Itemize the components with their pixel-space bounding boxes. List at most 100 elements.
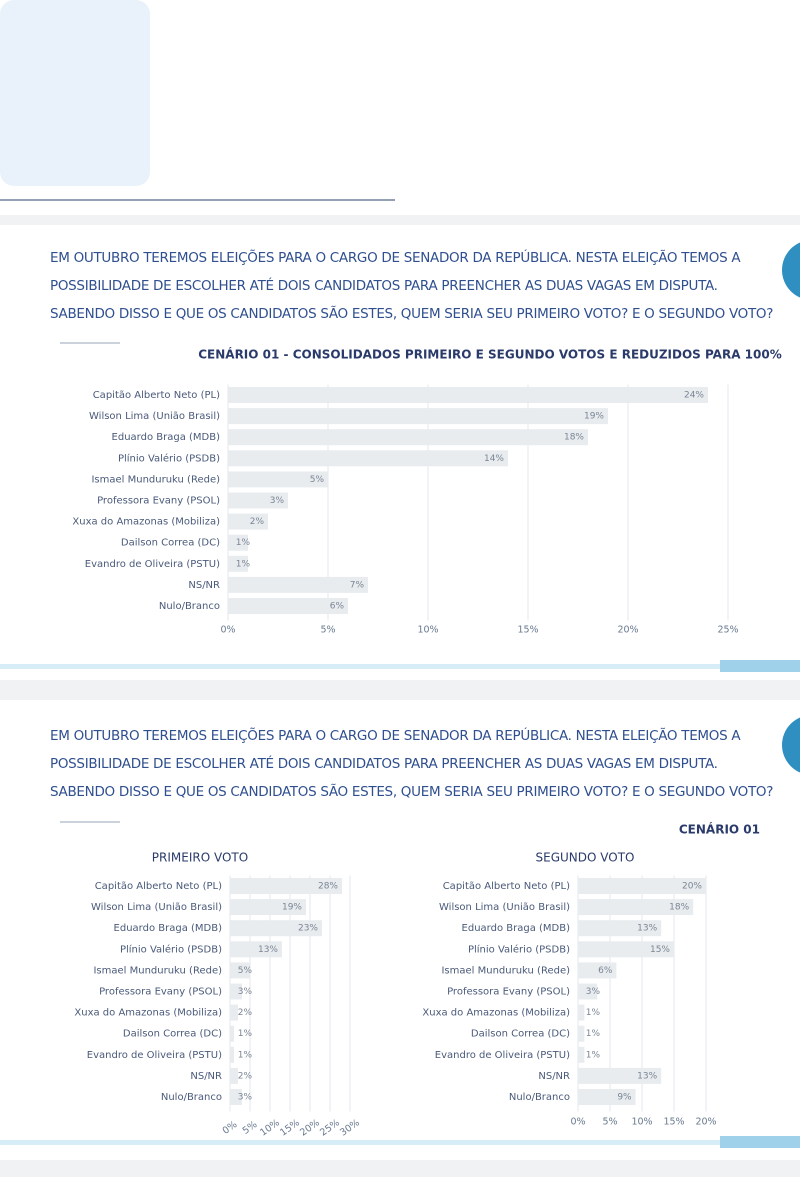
bar (228, 534, 248, 551)
x-tick-label: 25% (717, 625, 738, 636)
category-label: Nulo/Branco (509, 1092, 570, 1103)
gap (0, 680, 800, 700)
category-label: Xuxa do Amazonas (Mobiliza) (72, 517, 220, 528)
x-tick-label: 0% (220, 625, 235, 636)
x-tick-label: 20% (298, 1117, 322, 1138)
value-label: 28% (318, 882, 338, 892)
value-label: 23% (298, 924, 318, 934)
bar (230, 1067, 238, 1084)
bar (230, 920, 322, 937)
question-line: POSSIBILIDADE DE ESCOLHER ATÉ DOIS CANDI… (50, 755, 718, 772)
value-label: 5% (238, 966, 253, 976)
value-label: 3% (270, 496, 285, 506)
x-tick-label: 5% (241, 1119, 260, 1137)
category-label: Dailson Correa (DC) (471, 1029, 570, 1040)
decoration (782, 242, 800, 298)
bar (230, 899, 306, 916)
category-label: Eduardo Braga (MDB) (114, 923, 223, 934)
bar (578, 920, 662, 937)
category-label: NS/NR (538, 1071, 570, 1082)
bar (578, 1089, 636, 1105)
bar (578, 962, 617, 979)
x-tick-label: 30% (338, 1117, 362, 1138)
bar (578, 1067, 662, 1084)
value-label: 19% (584, 412, 604, 422)
value-label: 1% (586, 1050, 601, 1060)
value-label: 6% (330, 602, 345, 612)
category-label: Eduardo Braga (MDB) (462, 923, 571, 934)
question-line: POSSIBILIDADE DE ESCOLHER ATÉ DOIS CANDI… (50, 277, 718, 294)
category-label: Dailson Correa (DC) (121, 538, 220, 549)
category-label: Xuxa do Amazonas (Mobiliza) (422, 1008, 570, 1019)
value-label: 18% (564, 433, 584, 443)
bar (228, 471, 328, 488)
value-label: 2% (250, 517, 265, 527)
value-label: 18% (669, 903, 689, 913)
x-tick-label: 10% (631, 1117, 652, 1128)
question-line: EM OUTUBRO TEREMOS ELEIÇÕES PARA O CARGO… (50, 248, 741, 266)
bar (228, 598, 348, 614)
value-label: 20% (682, 882, 702, 892)
x-tick-label: 5% (602, 1117, 617, 1128)
value-label: 5% (310, 475, 325, 485)
gap (0, 215, 800, 225)
value-label: 3% (238, 987, 253, 997)
bar (578, 1004, 585, 1021)
category-label: Wilson Lima (União Brasil) (439, 902, 570, 913)
category-label: Professora Evany (PSOL) (447, 987, 570, 998)
category-label: Evandro de Oliveira (PSTU) (85, 559, 220, 570)
chart-title: CENÁRIO 01 - CONSOLIDADOS PRIMEIRO E SEG… (198, 347, 782, 362)
bar (228, 387, 708, 403)
bar (230, 1046, 234, 1063)
category-label: Wilson Lima (União Brasil) (91, 902, 222, 913)
chart-title: SEGUNDO VOTO (536, 851, 635, 865)
value-label: 1% (586, 1029, 601, 1039)
bar (228, 408, 608, 425)
bar (228, 576, 368, 593)
footer-bar (0, 1140, 800, 1145)
footer-bar (0, 664, 800, 669)
value-label: 1% (236, 559, 251, 569)
category-label: Capitão Alberto Neto (PL) (93, 390, 220, 401)
bar (230, 941, 282, 958)
x-tick-label: 15% (663, 1117, 684, 1128)
category-label: Wilson Lima (União Brasil) (89, 411, 220, 422)
value-label: 15% (650, 945, 670, 955)
value-label: 13% (637, 924, 657, 934)
bar (578, 1046, 585, 1063)
x-tick-label: 20% (695, 1117, 716, 1128)
bar (578, 1025, 585, 1042)
category-label: Professora Evany (PSOL) (97, 496, 220, 507)
value-label: 7% (350, 580, 365, 590)
bar (230, 962, 250, 979)
bar (228, 492, 288, 509)
category-label: Professora Evany (PSOL) (99, 987, 222, 998)
category-label: Xuxa do Amazonas (Mobiliza) (74, 1008, 222, 1019)
question-line: SABENDO DISSO E QUE OS CANDIDATOS SÃO ES… (50, 783, 773, 800)
bar (230, 878, 342, 894)
value-label: 1% (238, 1050, 253, 1060)
value-label: 2% (238, 1008, 253, 1018)
bar (230, 1089, 242, 1105)
bar (230, 1025, 234, 1042)
value-label: 3% (586, 987, 601, 997)
bar (230, 983, 242, 1000)
x-tick-label: 20% (617, 625, 638, 636)
value-label: 13% (637, 1071, 657, 1081)
value-label: 2% (238, 1071, 253, 1081)
footer-bar (720, 660, 800, 672)
value-label: 3% (238, 1093, 253, 1103)
x-tick-label: 15% (278, 1117, 302, 1138)
value-label: 14% (484, 454, 504, 464)
category-label: Nulo/Branco (159, 601, 220, 612)
category-label: Ismael Munduruku (Rede) (441, 965, 570, 976)
bar (228, 450, 508, 467)
category-label: NS/NR (190, 1071, 222, 1082)
category-label: Plínio Valério (PSDB) (118, 452, 220, 464)
category-label: Eduardo Braga (MDB) (112, 432, 221, 443)
bar (578, 878, 706, 894)
x-tick-label: 10% (417, 625, 438, 636)
value-label: 19% (282, 903, 302, 913)
